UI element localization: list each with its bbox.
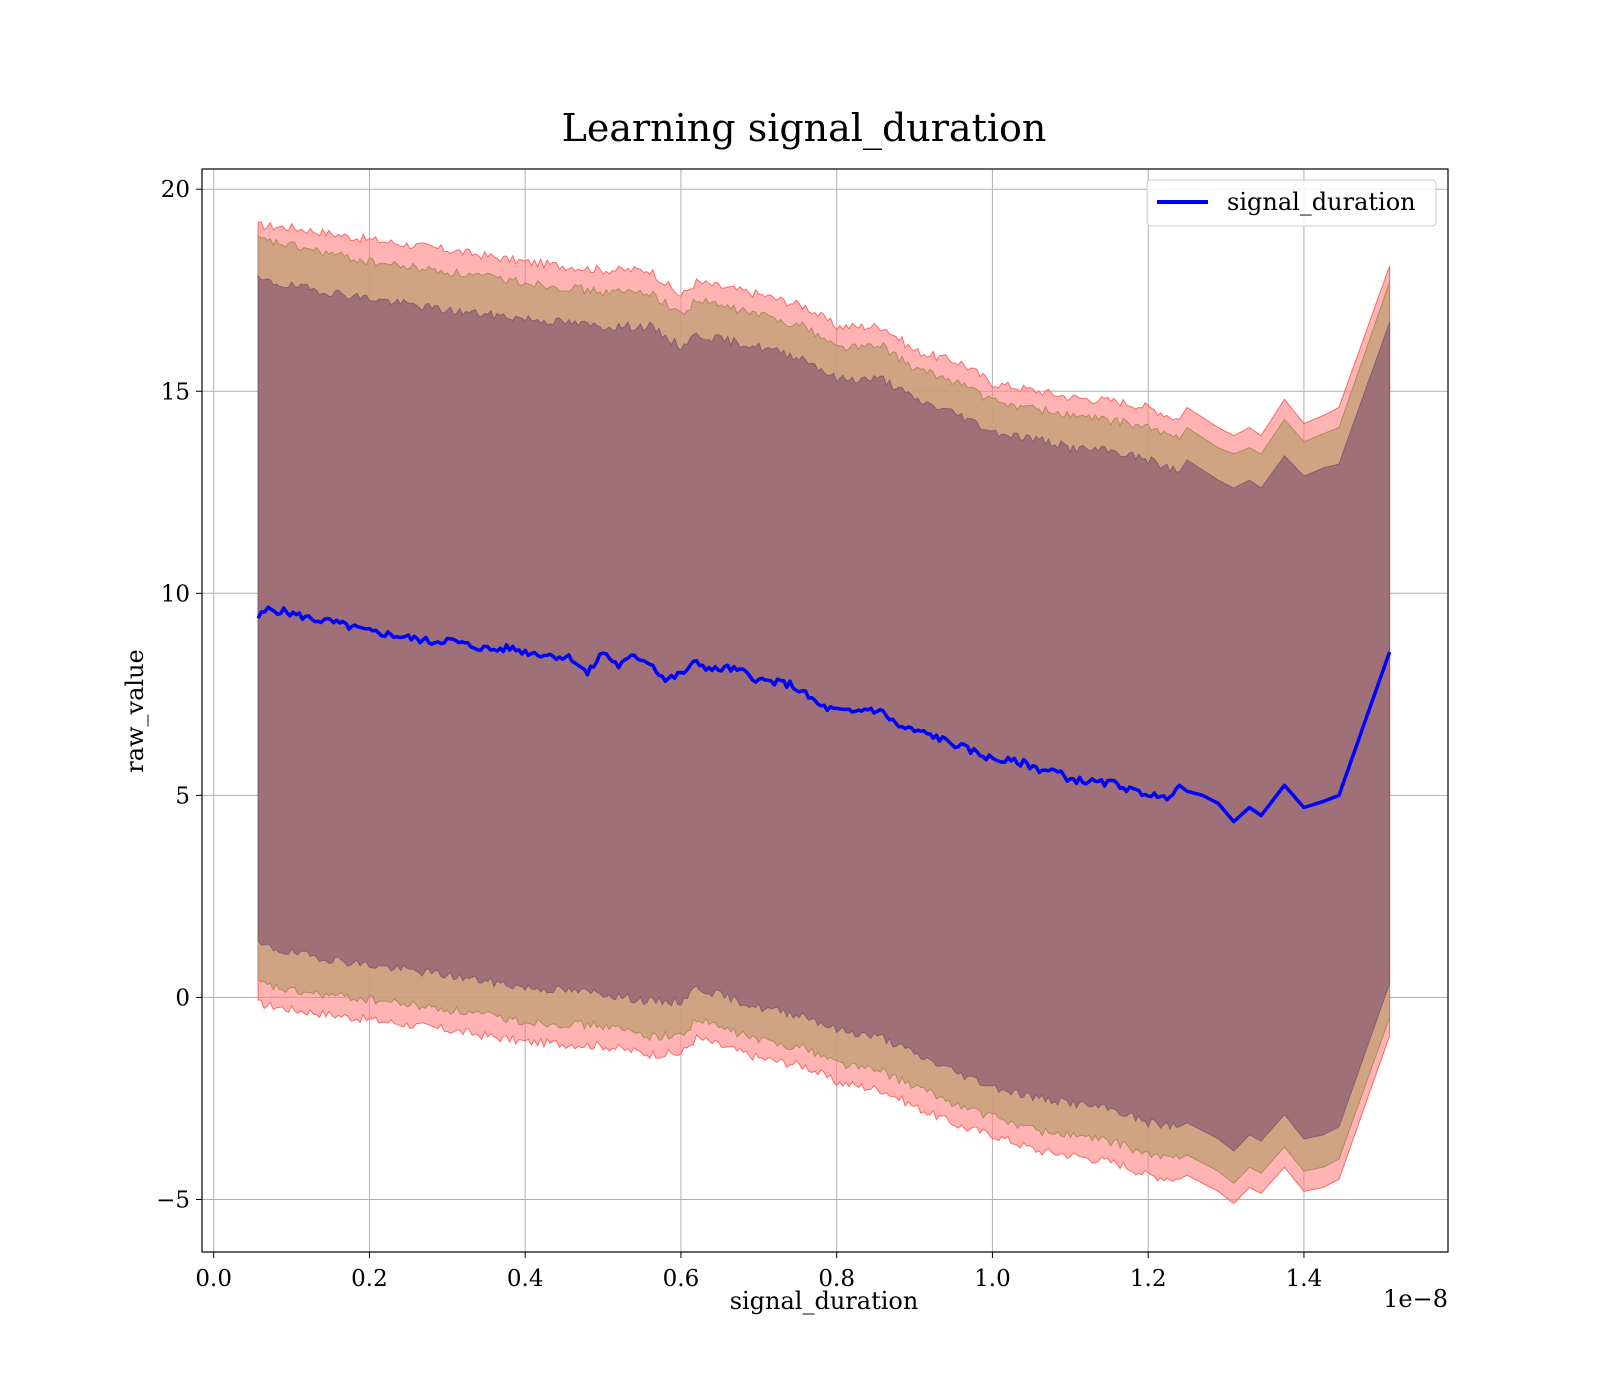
x-axis-label: signal_duration (730, 1287, 919, 1315)
y-tick-label: 20 (161, 177, 190, 203)
y-axis-ticks: −5 0 5 10 15 20 (156, 177, 202, 1213)
chart-title: Learning signal_duration (562, 106, 1047, 151)
x-axis-ticks: 0.0 0.2 0.4 0.6 0.8 1.0 1.2 1.4 (195, 1252, 1322, 1292)
series-lines (256, 605, 1392, 824)
plot-frame (201, 168, 1449, 1253)
y-axis-label: raw_value (121, 649, 149, 773)
y-tick-label: 15 (161, 379, 190, 405)
x-axis-offset-label: 1e−8 (1383, 1285, 1448, 1313)
x-tick-label: 1.2 (1130, 1266, 1167, 1292)
y-tick-label: 0 (175, 985, 190, 1011)
confidence-bands (257, 221, 1391, 1205)
x-tick-label: 1.0 (974, 1266, 1011, 1292)
x-tick-label: 0.6 (663, 1266, 700, 1292)
series-line-signal-duration (256, 605, 1392, 824)
y-tick-label: −5 (156, 1187, 190, 1213)
x-tick-label: 0.4 (507, 1266, 544, 1292)
x-tick-label: 0.0 (195, 1266, 232, 1292)
y-tick-label: 10 (161, 581, 190, 607)
x-tick-label: 1.4 (1286, 1266, 1323, 1292)
x-tick-label: 0.8 (818, 1266, 855, 1292)
x-tick-label: 0.2 (351, 1266, 388, 1292)
legend-box (1146, 179, 1437, 227)
band-inner (257, 274, 1391, 1152)
legend-label-signal-duration: signal_duration (1227, 188, 1416, 216)
y-tick-label: 5 (175, 783, 190, 809)
legend: signal_duration (1146, 179, 1437, 227)
